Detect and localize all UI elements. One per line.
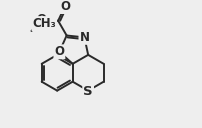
Text: O: O — [54, 45, 64, 58]
Text: CH₃: CH₃ — [32, 17, 56, 30]
Text: S: S — [83, 85, 93, 98]
Text: O: O — [60, 0, 70, 13]
Text: N: N — [79, 31, 89, 44]
Text: O: O — [36, 13, 46, 26]
